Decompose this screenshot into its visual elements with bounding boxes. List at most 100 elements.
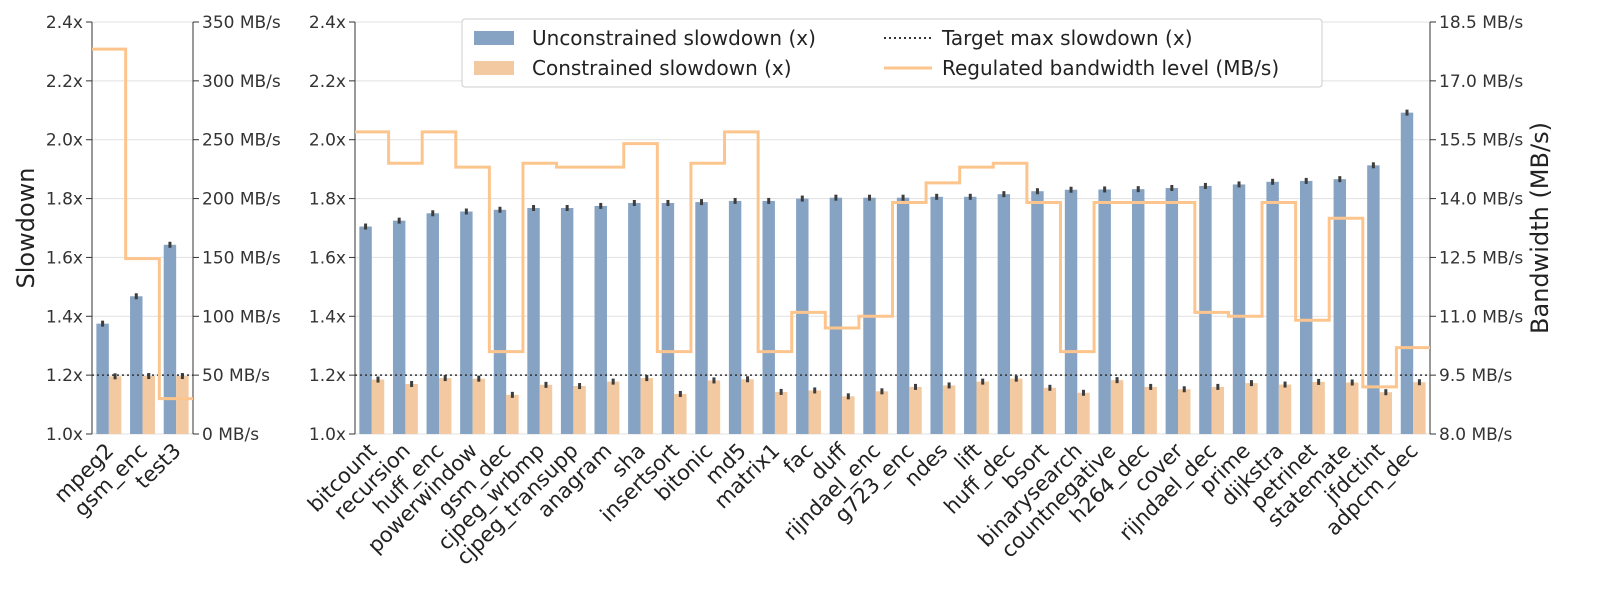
bar-constrained-cjpeg_transupp [573,386,586,434]
bar-constrained-sha [640,378,653,434]
bar-unconstrained-ndes [930,196,943,434]
y2-tick-label: 8.0 MB/s [1439,425,1512,445]
legend-label: Unconstrained slowdown (x) [532,26,816,50]
legend: Unconstrained slowdown (x) Constrained sl… [461,18,1323,88]
bar-unconstrained-powerwindow [460,211,473,434]
bar-constrained-insertsort [674,393,687,434]
bar-unconstrained-fac [796,198,809,434]
bar-constrained-cjpeg_wrbmp [539,384,553,434]
y-tick-label: 1.4x [309,307,346,327]
bar-constrained-g723_enc [909,386,922,434]
y2-tick-label: 300 MB/s [202,72,281,92]
bar-unconstrained-petrinet [1299,180,1313,434]
bar-constrained-petrinet [1312,381,1325,434]
y2-tick-label: 0 MB/s [202,425,259,445]
bar-unconstrained-g723_enc [896,197,910,434]
bar-constrained-matrix1 [774,391,788,434]
bar-constrained-gsm_dec [506,394,519,434]
y2-tick-label: 17.0 MB/s [1439,72,1523,92]
bar-constrained-binarysearch [1077,392,1090,434]
y-tick-label: 2.4x [309,13,346,33]
bar-constrained-huff_enc [438,378,452,434]
y2-tick-label: 9.5 MB/s [1439,366,1512,386]
bar-unconstrained-bitcount [359,226,372,434]
legend-label: Constrained slowdown (x) [532,56,792,80]
y-tick-label: 1.0x [46,425,83,445]
y-tick-label: 1.8x [309,190,346,210]
y2-tick-label: 250 MB/s [202,131,281,151]
bar-unconstrained-huff_dec [997,194,1011,434]
bar-constrained-statemate [1346,382,1359,434]
bar-unconstrained-cjpeg_transupp [560,207,574,434]
bar-unconstrained-gsm_enc [130,296,143,434]
bar-unconstrained-gsm_dec [493,209,507,434]
bar-constrained-bitonic [707,380,721,434]
y-tick-label: 2.2x [46,72,83,92]
bar-unconstrained-matrix1 [762,200,775,434]
legend-swatch [474,61,514,75]
bar-unconstrained-countnegative [1098,189,1111,434]
y2-tick-label: 50 MB/s [202,366,270,386]
bar-constrained-adpcm_dec [1413,382,1426,434]
y-tick-label: 1.0x [309,425,346,445]
y2-axis-title: Bandwidth (MB/s) [1526,122,1554,334]
bar-constrained-h264_dec [1144,386,1157,434]
y2-tick-label: 11.0 MB/s [1439,307,1523,327]
bar-unconstrained-recursion [392,220,406,434]
bar-unconstrained-rijndael_dec [1199,185,1212,434]
bar-unconstrained-sha [628,202,641,434]
y-tick-label: 1.8x [46,190,83,210]
bar-constrained-rijndael_enc [875,391,889,434]
bar-unconstrained-anagram [594,205,607,434]
bar-constrained-huff_dec [1010,378,1023,434]
bar-unconstrained-mpeg2 [96,323,109,434]
bar-unconstrained-binarysearch [1064,189,1078,434]
y-tick-label: 2.4x [46,13,83,33]
y-tick-label: 1.6x [46,248,83,268]
legend-swatch [474,31,514,45]
bar-constrained-recursion [405,383,418,434]
bar-unconstrained-cover [1165,187,1179,434]
bar-constrained-prime [1245,383,1258,434]
bar-unconstrained-cjpeg_wrbmp [527,207,540,434]
bar-constrained-anagram [606,381,620,434]
bar-constrained-bsort [1043,387,1057,434]
bar-unconstrained-bitonic [695,202,708,434]
bar-constrained-countnegative [1110,380,1124,434]
bar-constrained-md5 [741,379,754,434]
bar-unconstrained-dijkstra [1266,181,1279,434]
y2-tick-label: 350 MB/s [202,13,281,33]
legend-frame [461,18,1323,88]
y2-tick-label: 150 MB/s [202,248,281,268]
bar-constrained-jfdctint [1379,392,1393,434]
legend-label: Regulated bandwidth level (MB/s) [942,56,1279,80]
bar-constrained-lift [976,381,989,434]
bar-unconstrained-lift [964,196,977,434]
y-tick-label: 2.0x [46,131,83,151]
bar-constrained-cover [1178,389,1191,434]
y2-tick-label: 12.5 MB/s [1439,248,1523,268]
bar-constrained-gsm_enc [142,376,155,434]
bar-unconstrained-statemate [1333,179,1347,434]
y2-tick-label: 200 MB/s [202,190,281,210]
chart-panel-right: 1.0x 1.2x 1.4x 1.6x 1.8x 2.0x 2.2x 2.4x 8.0 MB/s… [303,13,1554,570]
bar-constrained-rijndael_dec [1211,386,1225,434]
bandwidth-step-line [355,130,1430,389]
bar-unconstrained-duff [829,197,843,434]
y-tick-label: 1.2x [309,366,346,386]
bar-constrained-powerwindow [472,378,486,434]
y-tick-label: 1.4x [46,307,83,327]
bar-constrained-bitcount [371,379,385,434]
bar-constrained-test3 [176,376,189,434]
y2-tick-label: 15.5 MB/s [1439,131,1523,151]
bar-unconstrained-insertsort [661,202,675,434]
bar-constrained-mpeg2 [108,376,122,434]
bar-unconstrained-test3 [163,244,177,434]
bar-unconstrained-prime [1232,184,1246,434]
y-tick-label: 1.6x [309,248,346,268]
bar-unconstrained-md5 [728,200,742,434]
y-tick-label: 1.2x [46,366,83,386]
y2-tick-label: 100 MB/s [202,307,281,327]
bar-unconstrained-jfdctint [1367,165,1380,434]
